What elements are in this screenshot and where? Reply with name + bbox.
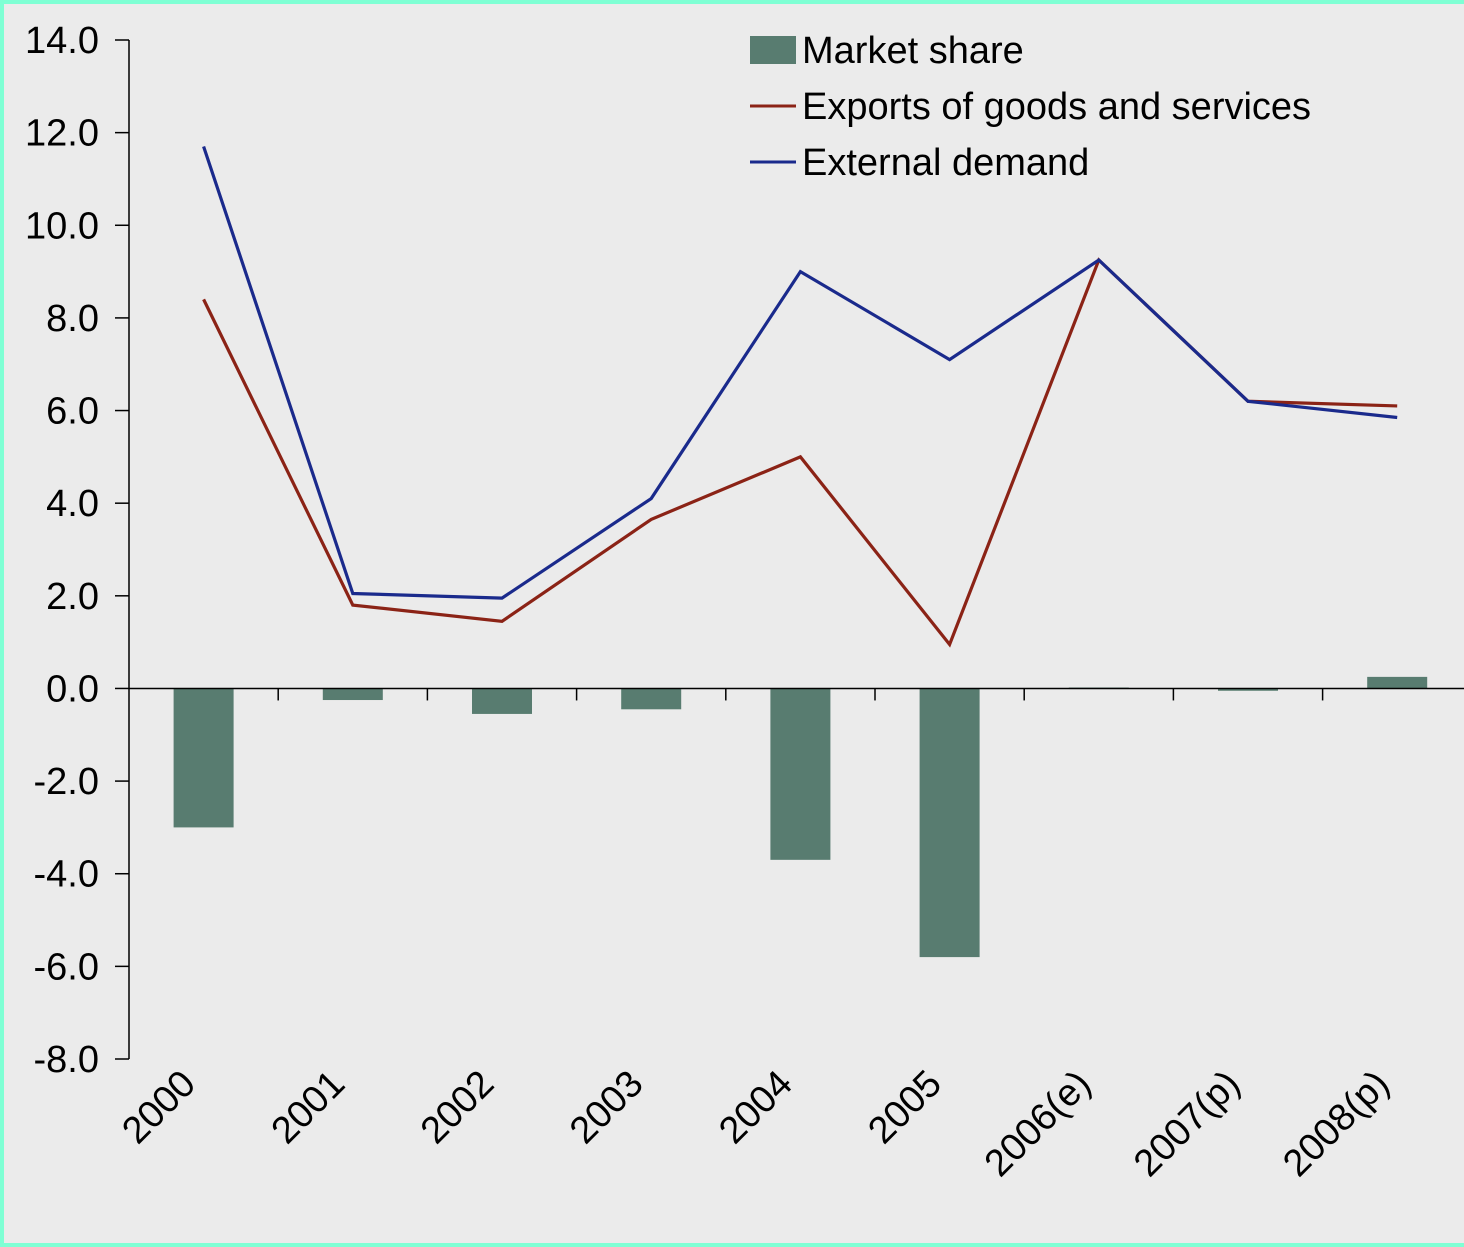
- y-tick-label: 12.0: [25, 113, 99, 155]
- bar: [919, 688, 980, 958]
- legend-label: Market share: [802, 30, 1024, 72]
- x-tick-label: 2000: [114, 1063, 203, 1152]
- y-tick-label: 0.0: [46, 668, 99, 710]
- x-tick-label: 2007(p): [1126, 1063, 1248, 1185]
- y-tick-label: -4.0: [34, 854, 99, 896]
- bar: [322, 688, 383, 701]
- series-line: [202, 146, 1398, 600]
- legend-swatch: [750, 36, 796, 64]
- bar: [621, 688, 682, 710]
- y-tick-label: -2.0: [34, 761, 99, 803]
- y-tick-label: 10.0: [25, 205, 99, 247]
- y-tick-label: -8.0: [34, 1039, 99, 1081]
- x-tick-label: 2004: [711, 1063, 800, 1152]
- x-tick-label: 2006(e): [977, 1063, 1099, 1185]
- bar: [770, 688, 831, 860]
- series-line: [202, 257, 1398, 648]
- x-tick-label: 2001: [264, 1063, 353, 1152]
- legend-label: External demand: [802, 142, 1089, 184]
- x-tick-label: 2003: [562, 1063, 651, 1152]
- y-tick-label: 4.0: [46, 483, 99, 525]
- bar: [1367, 676, 1428, 689]
- bar: [1218, 688, 1278, 691]
- bar: [173, 688, 234, 828]
- x-tick-label: 2002: [413, 1063, 502, 1152]
- x-tick-label: 2005: [860, 1063, 949, 1152]
- chart-frame: 14.0 12.0 10.0 8.0 6.0 4.0 2.0 0.0 -2.0 -4.0 -6.0 -…: [4, 4, 1464, 1243]
- y-tick-label: 6.0: [46, 391, 99, 433]
- y-tick-label: 8.0: [46, 298, 99, 340]
- legend-label: Exports of goods and services: [802, 86, 1311, 128]
- y-tick-label: 2.0: [46, 576, 99, 618]
- y-tick-label: -6.0: [34, 946, 99, 988]
- bar: [472, 688, 532, 714]
- y-tick-label: 14.0: [25, 20, 99, 62]
- x-tick-label: 2008(p): [1275, 1063, 1397, 1185]
- chart: 14.0 12.0 10.0 8.0 6.0 4.0 2.0 0.0 -2.0 -4.0 -6.0 -…: [25, 20, 1464, 1185]
